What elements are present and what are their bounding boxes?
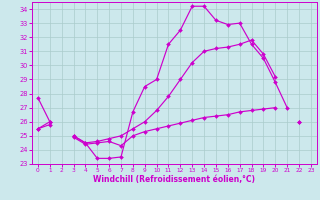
X-axis label: Windchill (Refroidissement éolien,°C): Windchill (Refroidissement éolien,°C) (93, 175, 255, 184)
